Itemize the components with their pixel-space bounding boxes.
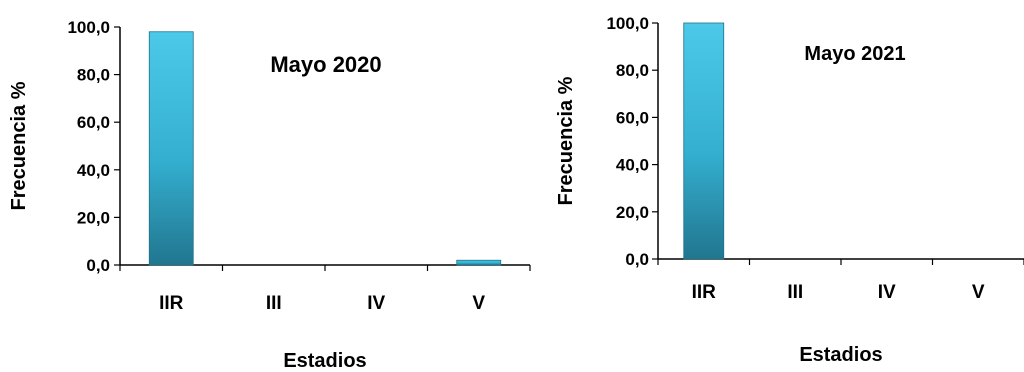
y-axis-label: Frecuencia % xyxy=(555,76,577,205)
y-tick-label: 80,0 xyxy=(616,61,649,80)
y-tick-label: 0,0 xyxy=(86,256,110,275)
x-category-label: IIR xyxy=(692,282,717,303)
x-category-label: V xyxy=(972,282,985,303)
x-category-label: V xyxy=(472,293,485,314)
x-category-label: IIR xyxy=(159,293,184,314)
bar-iir xyxy=(148,31,194,266)
y-tick-label: 0,0 xyxy=(625,250,649,269)
x-axis-label: Estadios xyxy=(283,350,366,372)
x-axis-label: Estadios xyxy=(799,344,882,366)
y-tick-label: 100,0 xyxy=(606,14,649,33)
y-tick-label: 40,0 xyxy=(77,161,110,180)
x-category-label: IV xyxy=(878,282,896,303)
chart-mayo-2021: 0,0 20,0 40,0 60,0 80,0 100,0 IIR III IV V Mayo 20… xyxy=(555,14,1024,366)
chart-title: Mayo 2021 xyxy=(804,43,905,65)
y-tick-label: 80,0 xyxy=(77,66,110,85)
x-category-label: IV xyxy=(367,293,385,314)
y-tick-label: 60,0 xyxy=(77,113,110,132)
y-tick-label: 40,0 xyxy=(616,156,649,175)
bar-v xyxy=(456,259,502,266)
y-tick-label: 20,0 xyxy=(616,203,649,222)
y-tick-label: 20,0 xyxy=(77,208,110,227)
bar-iir xyxy=(683,22,725,260)
x-category-label: III xyxy=(787,282,803,303)
chart-mayo-2020: 0,0 20,0 40,0 60,0 80,0 100,0 IIR III IV V Mayo 20… xyxy=(8,18,531,372)
y-tick-label: 100,0 xyxy=(67,18,110,37)
y-axis-label: Frecuencia % xyxy=(8,81,30,210)
chart-title: Mayo 2020 xyxy=(270,52,381,77)
y-tick-label: 60,0 xyxy=(616,108,649,127)
x-category-label: III xyxy=(266,293,282,314)
